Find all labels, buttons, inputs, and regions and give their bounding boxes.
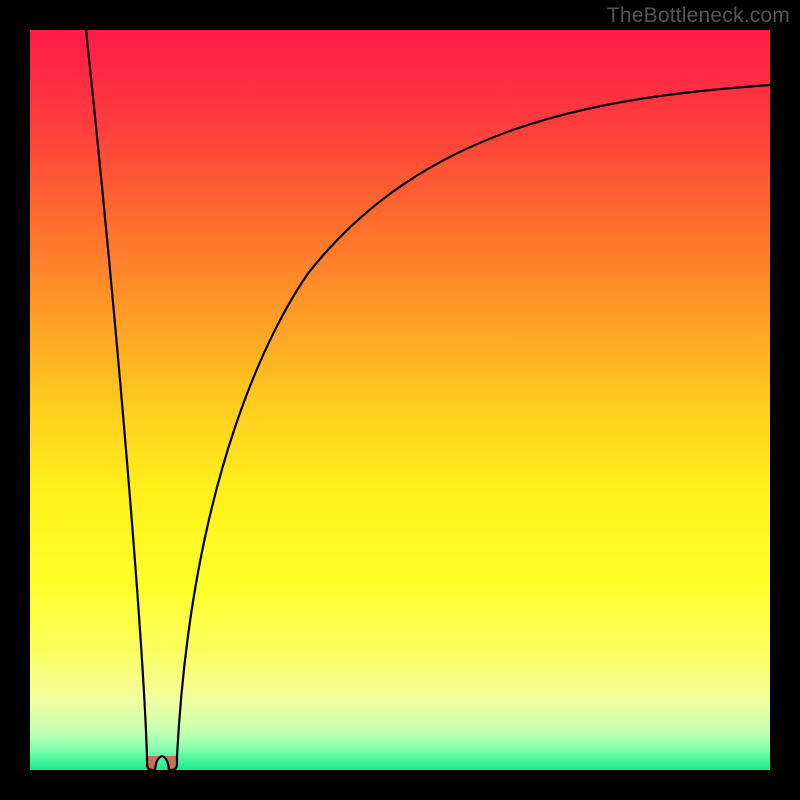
chart-stage: TheBottleneck.com [0, 0, 800, 800]
chart-svg [0, 0, 800, 800]
watermark-text: TheBottleneck.com [607, 4, 790, 28]
